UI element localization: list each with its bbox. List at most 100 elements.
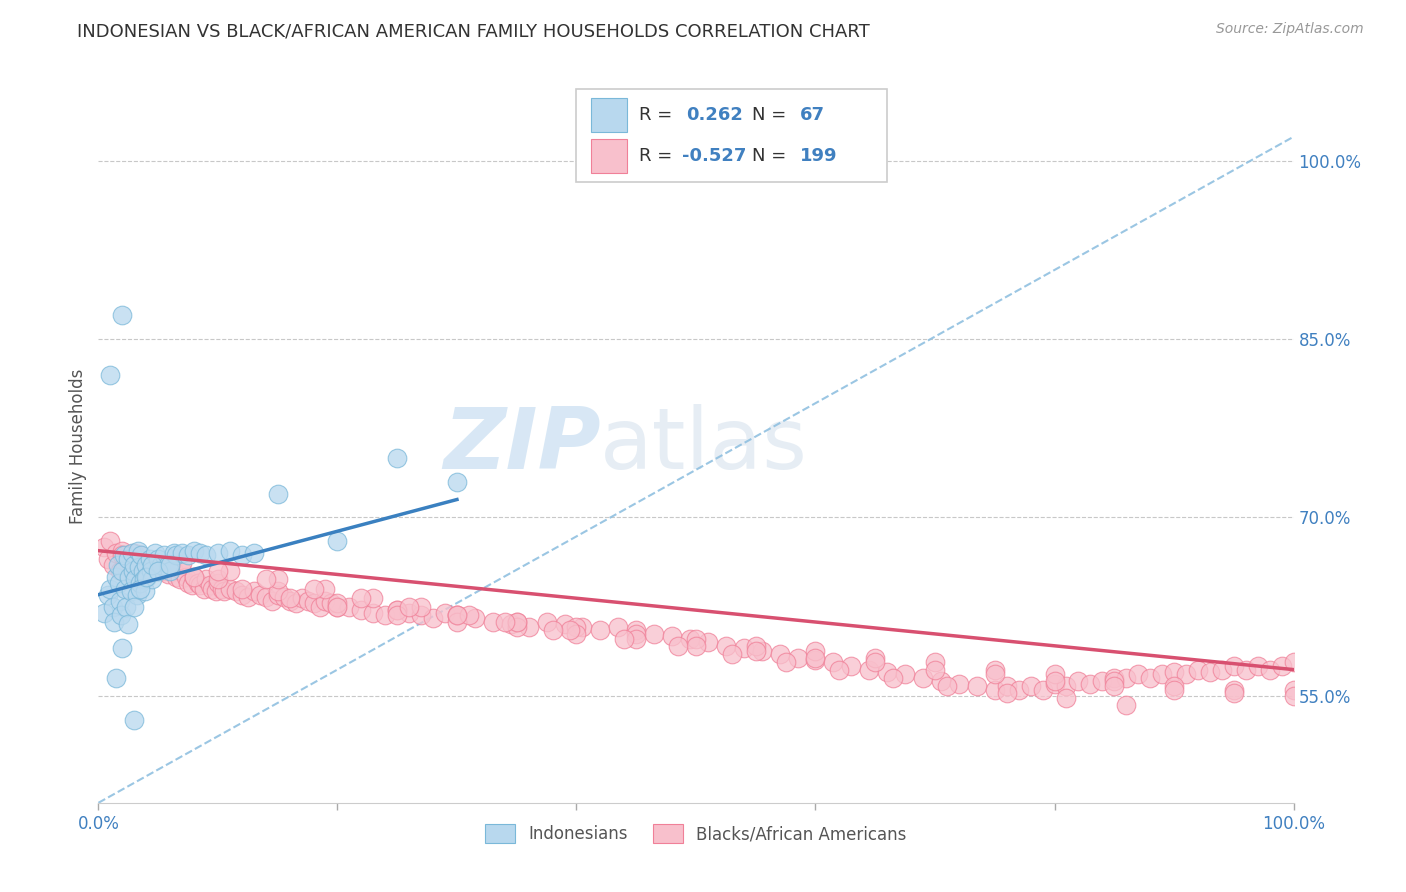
- Point: [219, 564, 242, 578]
- Point: [231, 582, 253, 596]
- Point: [183, 570, 205, 584]
- Point: [494, 615, 516, 629]
- Point: [1115, 671, 1137, 685]
- Point: [141, 572, 163, 586]
- Point: [141, 558, 163, 572]
- Point: [1163, 679, 1185, 693]
- Point: [589, 624, 612, 638]
- Point: [267, 486, 290, 500]
- Point: [865, 650, 887, 665]
- Point: [804, 643, 827, 657]
- Point: [188, 546, 211, 560]
- Point: [254, 590, 277, 604]
- Point: [745, 643, 768, 657]
- Point: [565, 620, 588, 634]
- Point: [204, 584, 226, 599]
- Point: [936, 679, 959, 693]
- Point: [661, 629, 683, 643]
- Point: [374, 607, 396, 622]
- Point: [115, 599, 138, 614]
- Point: [302, 596, 325, 610]
- Point: [745, 639, 768, 653]
- Point: [607, 620, 630, 634]
- Point: [363, 606, 385, 620]
- Point: [267, 584, 290, 599]
- Text: 0.262: 0.262: [686, 106, 744, 124]
- Point: [434, 606, 457, 620]
- Point: [1104, 674, 1126, 689]
- Point: [219, 543, 242, 558]
- Point: [219, 582, 242, 596]
- Point: [136, 570, 159, 584]
- Point: [339, 599, 361, 614]
- Point: [207, 572, 229, 586]
- Point: [385, 607, 409, 622]
- Point: [1043, 677, 1066, 691]
- Point: [1043, 674, 1066, 689]
- Point: [101, 558, 124, 572]
- Point: [1282, 656, 1305, 670]
- Point: [121, 546, 143, 560]
- Point: [148, 558, 170, 572]
- Point: [98, 582, 122, 596]
- Point: [103, 615, 125, 629]
- Point: [733, 641, 755, 656]
- Point: [124, 599, 146, 614]
- Point: [97, 552, 120, 566]
- Point: [124, 713, 146, 727]
- Text: ZIP: ZIP: [443, 404, 600, 488]
- Point: [139, 564, 162, 578]
- Text: -0.527: -0.527: [682, 147, 747, 165]
- Text: N =: N =: [752, 106, 786, 124]
- Point: [841, 659, 863, 673]
- Point: [139, 560, 162, 574]
- Point: [506, 615, 529, 629]
- Point: [231, 588, 253, 602]
- Point: [284, 596, 307, 610]
- Point: [984, 682, 1007, 697]
- Point: [111, 564, 134, 578]
- Point: [97, 588, 120, 602]
- Point: [105, 671, 128, 685]
- Point: [273, 590, 295, 604]
- Point: [135, 558, 157, 572]
- Point: [120, 584, 142, 599]
- Point: [326, 596, 349, 610]
- Point: [398, 599, 420, 614]
- Point: [143, 546, 166, 560]
- Point: [326, 599, 349, 614]
- Point: [411, 607, 433, 622]
- Point: [124, 552, 146, 566]
- FancyBboxPatch shape: [576, 89, 887, 182]
- Point: [93, 540, 115, 554]
- Point: [129, 549, 152, 563]
- Point: [924, 663, 946, 677]
- Point: [163, 564, 186, 578]
- Point: [135, 556, 157, 570]
- Point: [291, 591, 314, 606]
- Point: [198, 578, 221, 592]
- Y-axis label: Family Households: Family Households: [69, 368, 87, 524]
- Point: [1128, 667, 1150, 681]
- Point: [236, 590, 259, 604]
- Point: [98, 368, 122, 382]
- Point: [565, 627, 588, 641]
- Point: [177, 549, 200, 563]
- Point: [721, 647, 744, 661]
- Point: [118, 570, 141, 584]
- Point: [560, 624, 582, 638]
- Point: [211, 582, 233, 596]
- Point: [108, 564, 131, 578]
- Point: [131, 549, 153, 563]
- Point: [876, 665, 898, 679]
- Point: [1067, 674, 1090, 689]
- Point: [111, 549, 134, 563]
- Point: [1223, 682, 1246, 697]
- Point: [1104, 671, 1126, 685]
- Point: [679, 632, 702, 646]
- Point: [124, 558, 146, 572]
- Point: [127, 543, 149, 558]
- Point: [626, 632, 648, 646]
- Point: [350, 591, 373, 606]
- Point: [156, 558, 179, 572]
